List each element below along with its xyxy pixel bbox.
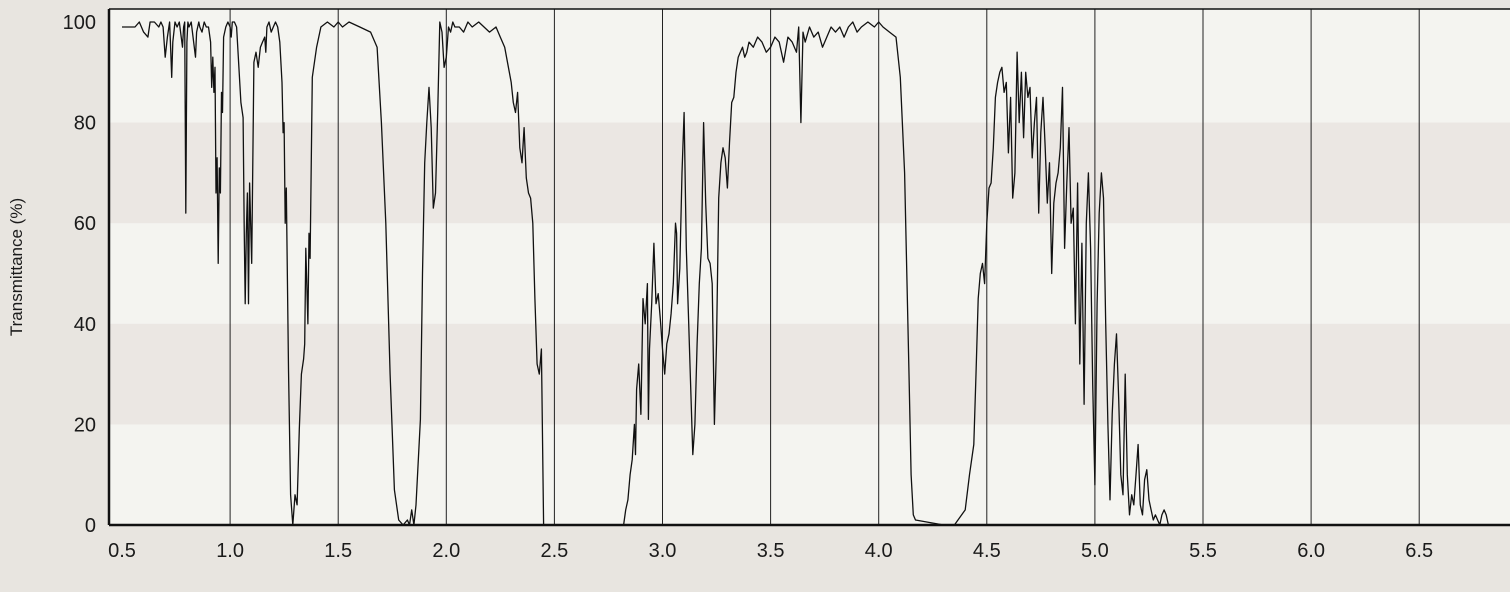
x-tick-labels: 0.5 1.0 1.5 2.0 2.5 3.0 3.5 4.0 4.5 5.0 5.5 6.0 6.5 — [108, 540, 1433, 562]
x-tick-label: 1.5 — [324, 540, 352, 562]
vertical-gridlines — [229, 9, 1420, 525]
x-tick-label: 2.0 — [432, 540, 460, 562]
plot-background — [109, 9, 1510, 525]
x-tick-label: 4.0 — [865, 540, 893, 562]
y-tick-label: 80 — [74, 113, 96, 135]
x-tick-label: 6.0 — [1297, 540, 1325, 562]
x-tick-label: 0.5 — [108, 540, 136, 562]
x-tick-label: 5.0 — [1081, 540, 1109, 562]
x-tick-label: 6.5 — [1405, 540, 1433, 562]
x-tick-label: 2.5 — [540, 540, 568, 562]
y-tick-labels: 0 20 40 60 80 100 — [63, 12, 96, 537]
y-tick-label: 40 — [74, 314, 96, 336]
y-axis-title: Transmittance (%) — [7, 198, 26, 336]
shaded-band-0 — [109, 323, 1510, 425]
y-tick-label: 60 — [74, 213, 96, 235]
y-tick-label: 0 — [85, 515, 96, 537]
x-tick-label: 1.0 — [216, 540, 244, 562]
x-tick-label: 3.5 — [757, 540, 785, 562]
transmittance-line — [122, 21, 1441, 526]
y-tick-label: 20 — [74, 414, 96, 436]
shaded-bands — [109, 122, 1510, 425]
x-tick-label: 3.0 — [649, 540, 677, 562]
x-tick-label: 4.5 — [973, 540, 1001, 562]
y-tick-label: 100 — [63, 12, 96, 34]
x-tick-label: 5.5 — [1189, 540, 1217, 562]
shaded-band-1 — [109, 122, 1510, 224]
